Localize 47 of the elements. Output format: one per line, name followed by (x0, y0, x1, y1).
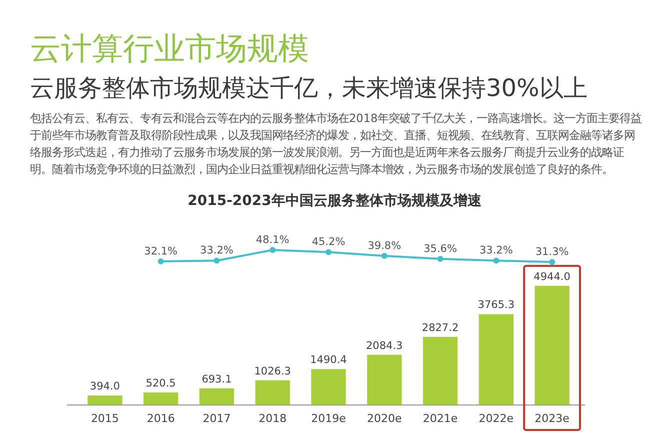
point (381, 252, 388, 259)
x-tick-label: 2017 (202, 412, 231, 425)
data-label: 32.1% (144, 245, 178, 258)
bar (199, 388, 234, 405)
bar (422, 336, 458, 405)
data-label: 31.3% (535, 246, 569, 258)
point (270, 247, 276, 253)
x-tick-label: 2015 (90, 412, 119, 425)
bar (367, 354, 402, 405)
data-label: 33.2% (200, 244, 234, 257)
data-label: 2084.3 (366, 340, 403, 352)
text: 云服务整体市场规模达千亿，未来增速保持30%以上 (30, 73, 588, 104)
bar (88, 396, 122, 405)
point (437, 256, 444, 262)
data-label: 39.8% (368, 240, 402, 252)
data-label: 3765.3 (478, 299, 515, 312)
x-tick-label: 2020e (367, 412, 402, 425)
data-label: 33.2% (479, 244, 513, 257)
bar (144, 392, 178, 405)
x-tick-label: 2019e (311, 412, 346, 425)
x-tick-label: 2018 (258, 412, 287, 425)
bar (311, 369, 346, 405)
data-label: 693.1 (202, 373, 232, 386)
x-tick-label: 2016 (146, 412, 175, 425)
text: 云计算行业市场规模 (30, 30, 309, 69)
point (214, 258, 220, 264)
point (493, 258, 500, 264)
text: 包括公有云、私有云、专有云和混合云等在内的云服务整体市场在2018年突破了千亿大关，一路高速增长。这一方面主要得益于前些年市场教育普及取得阶段性成果，以及我国网络经济的爆发，如社交、直播、短视频、在线教育、互联网金融等诸多网络服务形式迭起，有力推动了云服务市场发展的第一波发展浪潮。另一方面也是近两年来各云服务厂商提升云业务的战略证明。随着市场竞争环境的日益激烈，国内企业日益重视精细化运营与降本增效，为云服务市场的发展创造了良好的条件。 (30, 111, 643, 178)
data-label: 1026.3 (254, 365, 291, 378)
data-label: 45.2% (312, 236, 346, 248)
data-label: 48.1% (256, 234, 290, 246)
bar (478, 314, 514, 405)
point (549, 259, 556, 265)
point (326, 249, 332, 256)
bar (255, 380, 290, 405)
x-tick-label: 2023e (534, 412, 570, 425)
data-label: 1490.4 (310, 354, 348, 366)
x-tick-label: 2021e (422, 412, 458, 425)
data-label: 520.5 (146, 377, 176, 390)
data-label: 2827.2 (422, 322, 459, 334)
x-tick-label: 2022e (478, 412, 514, 425)
chart-title: 2015-2023年中国云服务整体市场规模及增速 (186, 192, 482, 210)
data-label: 35.6% (424, 242, 457, 255)
data-label: 394.0 (90, 380, 120, 393)
data-label: 4944.0 (534, 270, 570, 283)
bar (534, 286, 570, 405)
point (158, 258, 164, 264)
